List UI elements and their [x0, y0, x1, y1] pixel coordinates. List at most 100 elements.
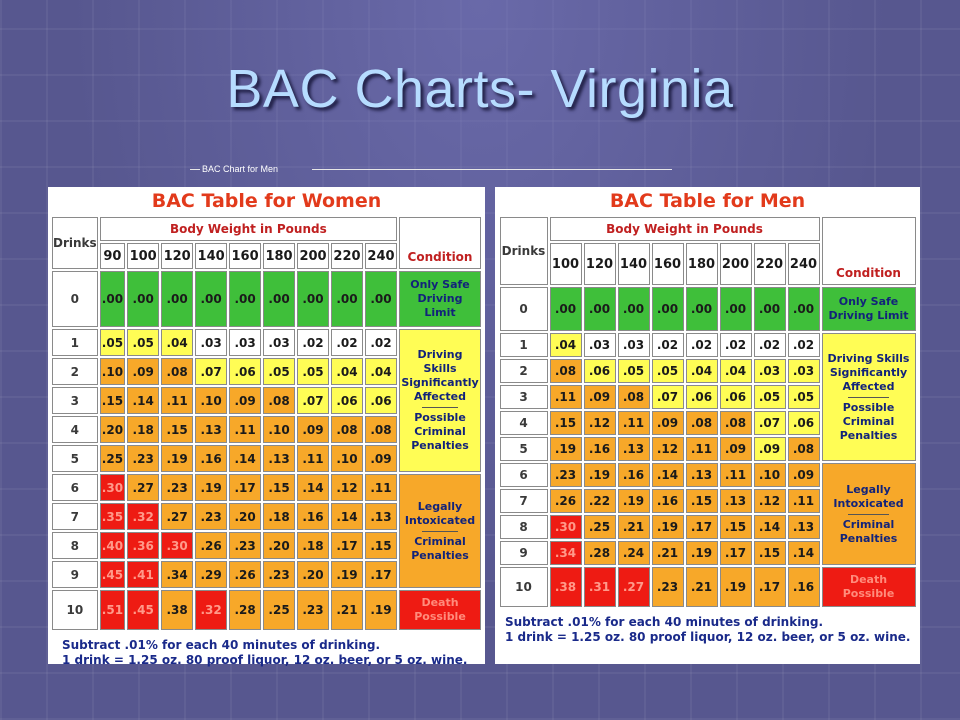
bac-cell: .00	[651, 287, 684, 331]
bac-cell: .09	[719, 437, 752, 461]
bac-cell: .00	[229, 271, 262, 327]
bac-cell: .12	[753, 489, 786, 513]
bac-cell: .17	[685, 515, 718, 539]
bac-cell: .11	[297, 445, 329, 472]
bac-cell: .03	[753, 359, 786, 383]
weight-240: 240	[364, 243, 397, 269]
bac-cell: .06	[719, 385, 752, 409]
weight-90: 90	[99, 243, 126, 269]
bac-cell: .02	[787, 333, 820, 357]
women-footer-line-1: Subtract .01% for each 40 minutes of dri…	[62, 638, 381, 652]
bac-cell: .15	[549, 411, 582, 435]
bac-cell: .20	[297, 561, 329, 588]
weight-140: 140	[617, 243, 650, 285]
bac-cell: .31	[583, 567, 616, 607]
bac-cell: .03	[787, 359, 820, 383]
drinks-count: 2	[499, 359, 548, 383]
condition-men.conditions.possible-line: Penalties	[839, 428, 898, 442]
bac-cell: .13	[263, 445, 296, 472]
bac-cell: .00	[719, 287, 752, 331]
weight-120: 120	[161, 243, 194, 269]
condition-divider	[422, 407, 458, 408]
drinks-header: Drinks	[499, 217, 548, 285]
bac-cell: .23	[161, 474, 194, 501]
bac-cell: .10	[99, 358, 126, 385]
bac-cell: .14	[331, 503, 363, 530]
weight-180: 180	[685, 243, 718, 285]
bac-cell: .00	[549, 287, 582, 331]
bac-cell: .16	[297, 503, 329, 530]
bac-cell: .09	[229, 387, 262, 414]
bac-cell: .04	[364, 358, 397, 385]
drinks-count: 8	[52, 532, 98, 559]
bac-cell: .04	[685, 359, 718, 383]
women-table-title: BAC Table for Women	[151, 190, 382, 212]
bac-cell: .11	[617, 411, 650, 435]
table-row: 4.15.12.11.09.08.08.07.06	[499, 411, 916, 435]
table-row: 5.19.16.13.12.11.09.09.08	[499, 437, 916, 461]
condition-men.conditions.possible-line: Possible	[842, 400, 895, 414]
bac-cell: .17	[719, 541, 752, 565]
bac-cell: .13	[787, 515, 820, 539]
drinks-count: 4	[499, 411, 548, 435]
drinks-count: 5	[499, 437, 548, 461]
body-weight-header: Body Weight in Pounds	[549, 217, 820, 241]
bac-cell: .00	[787, 287, 820, 331]
bac-cell: .00	[364, 271, 397, 327]
bac-cell: .51	[99, 590, 126, 630]
bac-cell: .15	[364, 532, 397, 559]
condition-header: Condition	[399, 217, 481, 269]
bac-cell: .15	[99, 387, 126, 414]
drinks-count: 10	[499, 567, 548, 607]
bac-cell: .09	[651, 411, 684, 435]
bac-cell: .00	[297, 271, 329, 327]
bac-cell: .10	[331, 445, 363, 472]
weight-120: 120	[583, 243, 616, 285]
bac-cell: .25	[583, 515, 616, 539]
bac-cell: .09	[787, 463, 820, 487]
condition-men.conditions.safe-line: Driving Limit	[828, 309, 909, 322]
condition-men.conditions.safe: Only Safe Driving Limit	[821, 287, 916, 331]
weight-220: 220	[753, 243, 786, 285]
bac-cell: .16	[617, 463, 650, 487]
condition-women.conditions.legally-line: Intoxicated	[404, 513, 476, 527]
condition-men.conditions.impaired-line: Affected	[842, 379, 895, 393]
bac-cell: .19	[331, 561, 363, 588]
bac-cell: .11	[364, 474, 397, 501]
condition-men.conditions.legally-line: Intoxicated	[833, 496, 904, 510]
bac-cell: .26	[549, 489, 582, 513]
condition-women.conditions.safe-line: Limit	[424, 306, 456, 319]
bac-cell: .17	[229, 474, 262, 501]
bac-cell: .14	[297, 474, 329, 501]
bac-cell: .18	[127, 416, 160, 443]
men-footer-line-2: 1 drink = 1.25 oz. 80 proof liquor, 12 o…	[505, 630, 911, 644]
condition-men.conditions.death-line: Possible	[842, 587, 895, 600]
bac-cell: .23	[651, 567, 684, 607]
condition-men.conditions.safe-line: Only Safe	[838, 295, 899, 308]
bac-cell: .36	[127, 532, 160, 559]
women-footer: Subtract .01% for each 40 minutes of dri…	[48, 638, 485, 668]
bac-cell: .27	[127, 474, 160, 501]
bac-cell: .19	[583, 463, 616, 487]
drinks-count: 0	[52, 271, 98, 327]
condition-women.conditions.legally: Legally Intoxicated Criminal Penalties	[399, 474, 481, 588]
men-footer: Subtract .01% for each 40 minutes of dri…	[495, 615, 920, 645]
bac-cell: .08	[617, 385, 650, 409]
drinks-count: 9	[499, 541, 548, 565]
men-footer-line-1: Subtract .01% for each 40 minutes of dri…	[505, 615, 824, 629]
bac-cell: .05	[99, 329, 126, 356]
bac-cell: .06	[364, 387, 397, 414]
bac-cell: .06	[229, 358, 262, 385]
bac-cell: .27	[617, 567, 650, 607]
bac-cell: .10	[753, 463, 786, 487]
weight-140: 140	[195, 243, 228, 269]
bac-cell: .11	[161, 387, 194, 414]
drinks-count: 0	[499, 287, 548, 331]
bac-cell: .09	[127, 358, 160, 385]
bac-cell: .08	[787, 437, 820, 461]
bac-cell: .06	[331, 387, 363, 414]
bac-cell: .14	[651, 463, 684, 487]
bac-cell: .07	[753, 411, 786, 435]
weight-100: 100	[127, 243, 160, 269]
condition-women.conditions.safe-line: Driving	[417, 292, 463, 305]
